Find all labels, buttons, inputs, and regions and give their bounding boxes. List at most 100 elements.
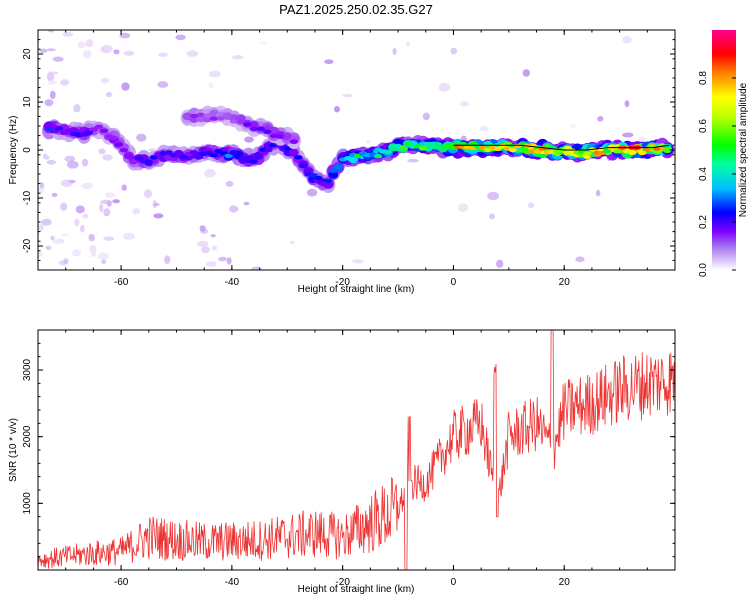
spectrogram-noise-blob [208,70,221,78]
spectrogram-ridge-blob [203,113,212,118]
spectrogram-ridge-blob [209,153,218,158]
spectrogram-noise-blob [39,182,45,189]
spectrogram-noise-blob [392,48,397,55]
spectrogram-noise-blob [638,136,646,143]
spectrogram-noise-blob [101,44,113,54]
snr-plot-area [38,330,675,570]
spectrogram-noise-blob [123,50,135,56]
spectrogram-noise-blob [66,160,79,169]
spectrogram-noise-blob [153,213,164,219]
spectrogram-ridge-blob [289,149,298,154]
spectrogram-y-tick-label: 0 [22,147,33,153]
spectrogram-ridge-blob [289,139,299,144]
spectrogram-noise-blob [105,91,112,98]
spectrogram-noise-blob [52,56,64,62]
snr-x-tick-label: -40 [225,577,240,588]
spectrogram-ridge-blob [229,119,239,124]
spectrogram-noise-blob [89,245,97,253]
colorbar: 0.0 0.2 0.4 0.6 0.8 Normalized spectral ampl… [698,30,749,277]
spectrogram-noise-blob [73,104,81,113]
spectrogram-noise-blob [366,139,371,144]
spectrogram-ridge-blob [373,154,383,159]
spectrogram-y-tick-label: -20 [22,238,33,253]
spectrogram-ridge-blob [54,126,64,131]
spectrogram-ridge-blob [249,126,259,131]
spectrogram-ridge-blob [236,119,245,125]
spectrogram-ridge-blob [254,153,263,158]
spectrogram-axis-ticks: -60 -40 -20 0 20 -20 -10 0 10 20 [22,29,676,288]
spectrogram-noise-blob [575,256,585,263]
spectrogram-ridge-blob [209,116,219,121]
spectrogram-noise-blob [100,77,110,84]
spectrogram-noise-blob [457,203,469,213]
spectrogram-noise-blob [44,155,50,160]
colorbar-tick-label: 0.8 [698,71,709,85]
spectrogram-noise-blob [60,79,70,86]
spectrogram-noise-blob [157,81,169,88]
spectrogram-noise-blob [44,99,54,107]
spectrogram-noise-blob [144,189,152,199]
spectrogram-ridge-blob [179,154,188,159]
spectrogram-ridge-blob [383,150,393,155]
spectrogram-ridge-blob [99,128,109,133]
spectrogram-noise-blob [100,199,112,204]
spectrogram-noise-blob [83,49,92,59]
spectrogram-noise-blob [459,101,469,107]
spectrogram-ridge-blob [243,122,252,127]
spectrogram-noise-blob [225,181,234,187]
spectrogram-noise-blob [406,41,410,47]
spectrogram-x-tick-label: 0 [451,277,457,288]
spectrogram-noise-blob [569,123,577,129]
spectrogram-noise-blob [164,255,171,264]
spectrogram-ridge-blob [249,159,258,164]
colorbar-tick-label: 0.4 [698,167,709,181]
spectrogram-x-axis-label: Height of straight line (km) [298,284,415,295]
spectrogram-ridge-blob [114,142,124,147]
colorbar-tick-label: 0.6 [698,119,709,133]
snr-y-tick-label: 3000 [22,358,33,381]
spectrogram-ridge-blob [276,134,285,139]
spectrogram-ridge-blob [518,148,527,153]
spectrogram-ridge-blob [613,149,622,154]
spectrogram-noise-blob [38,223,44,231]
spectrogram-ridge-blob [264,147,273,153]
spectrogram-x-tick-label: -40 [225,277,240,288]
spectrogram-ridge-blob [249,121,259,129]
spectrogram-noise-blob [186,50,199,57]
spectrogram-noise-blob [199,225,206,232]
colorbar-label: Normalized spectral amplitude [738,82,749,217]
spectrogram-noise-blob [101,259,106,265]
spectrogram-ridge-blob [324,178,333,184]
spectrogram-ridge-blob [283,134,292,139]
spectrogram-ridge-blob [244,155,253,160]
spectrogram-noise-blob [112,199,120,204]
colorbar-gradient [712,30,736,270]
spectrogram-noise-blob [136,133,147,142]
spectrogram-noise-blob [123,232,135,240]
spectrogram-noise-blob [259,41,268,46]
spectrogram-ridge-blob [183,114,192,119]
spectrogram-noise-blob [208,82,214,89]
spectrogram-ridge-blob [294,155,303,160]
spectrogram-ridge-blob [119,148,129,153]
spectrogram-ridge-blob [149,155,158,160]
spectrogram-ridge-blob [223,114,232,120]
spectrogram-noise-blob [158,52,168,57]
spectrogram-noise-blob [74,218,80,227]
spectrogram-noise-blob [218,256,228,262]
spectrogram-noise-blob [489,213,495,220]
spectrogram-heat-layer [38,30,675,270]
spectrogram-noise-blob [306,188,318,197]
spectrogram-noise-blob [64,155,76,163]
spectrogram-noise-blob [210,234,216,238]
spectrogram-noise-blob [98,148,106,155]
spectrogram-panel: -60 -40 -20 0 20 -20 -10 0 10 20 Height of straig… [8,29,676,295]
spectrogram-noise-blob [60,179,73,188]
spectrogram-noise-blob [91,251,96,257]
spectrogram-noise-blob [487,191,500,201]
spectrogram-ridge-blob [196,112,206,118]
spectrogram-noise-blob [121,82,130,91]
spectrogram-noise-blob [52,238,65,244]
spectrogram-y-axis-label: Frequency (Hz) [8,116,19,185]
spectrogram-noise-blob [212,245,218,251]
